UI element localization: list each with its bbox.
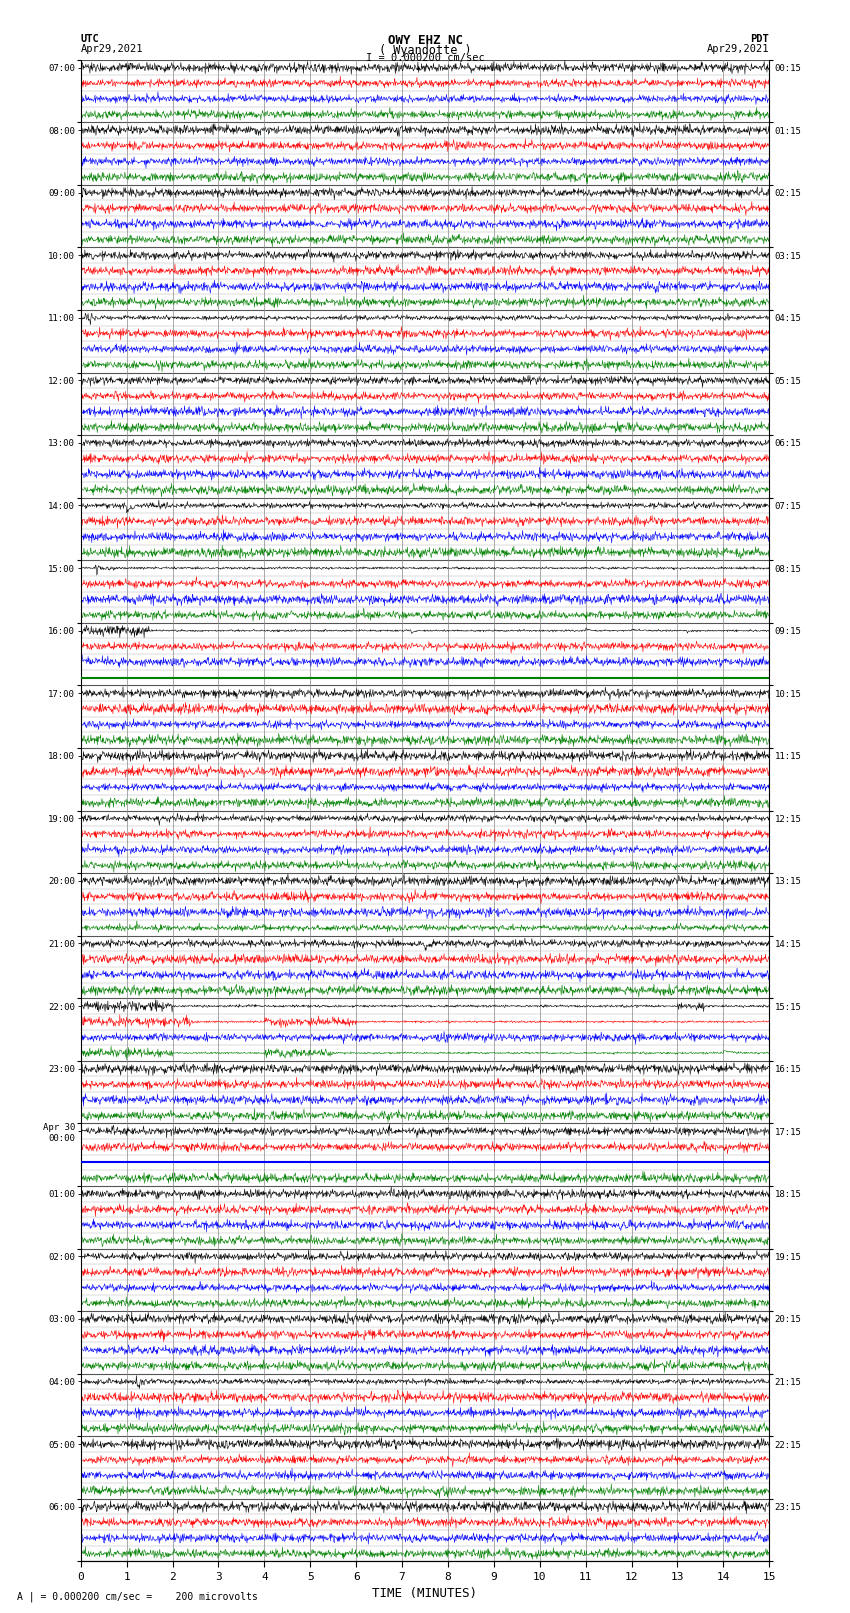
Text: A | = 0.000200 cm/sec =    200 microvolts: A | = 0.000200 cm/sec = 200 microvolts bbox=[17, 1590, 258, 1602]
Text: PDT: PDT bbox=[751, 34, 769, 44]
Text: I = 0.000200 cm/sec: I = 0.000200 cm/sec bbox=[366, 53, 484, 63]
Text: ( Wyandotte ): ( Wyandotte ) bbox=[379, 44, 471, 56]
Text: Apr29,2021: Apr29,2021 bbox=[81, 44, 144, 53]
X-axis label: TIME (MINUTES): TIME (MINUTES) bbox=[372, 1587, 478, 1600]
Text: Apr29,2021: Apr29,2021 bbox=[706, 44, 769, 53]
Text: UTC: UTC bbox=[81, 34, 99, 44]
Text: OWY EHZ NC: OWY EHZ NC bbox=[388, 34, 462, 47]
